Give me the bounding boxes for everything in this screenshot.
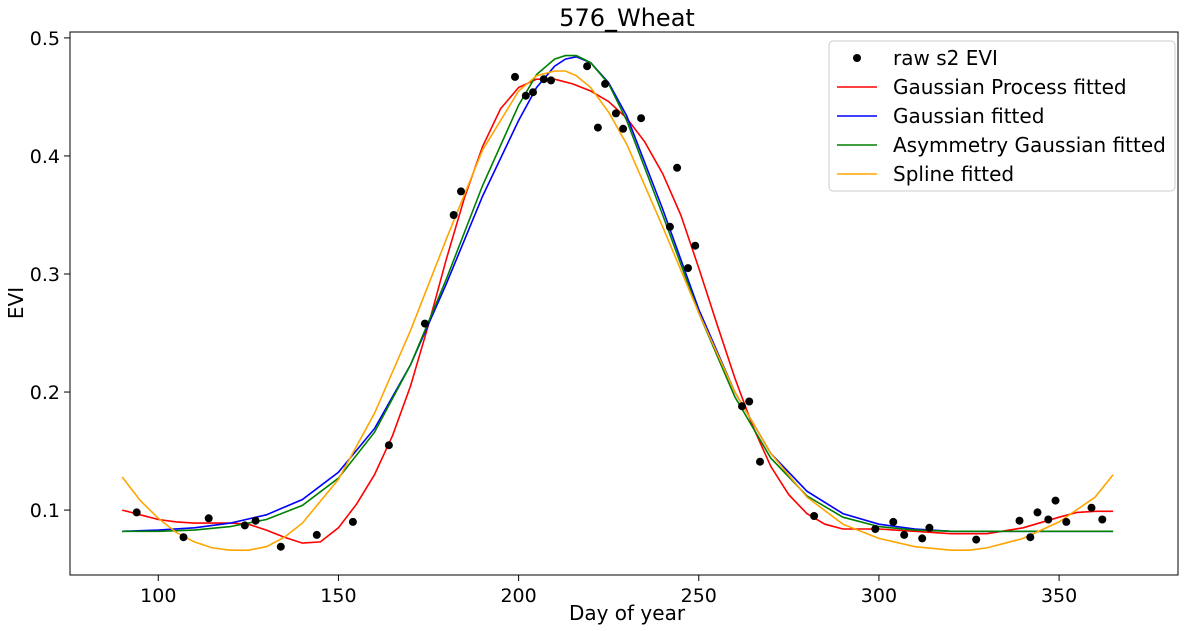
data-point [1015, 516, 1024, 525]
data-point [204, 514, 213, 523]
legend-label: raw s2 EVI [893, 46, 998, 70]
x-tick-label: 150 [320, 585, 356, 607]
data-point [251, 516, 260, 525]
data-point [745, 397, 754, 406]
series-line-spline-fitted [121, 70, 1114, 551]
data-point [889, 517, 898, 526]
data-point [276, 542, 285, 551]
data-point [619, 124, 628, 133]
data-point [457, 187, 465, 196]
y-axis-label: EVI [4, 287, 28, 319]
data-point [1033, 508, 1042, 517]
legend-marker [853, 54, 861, 62]
legend-label: Asymmetry Gaussian fitted [893, 133, 1166, 157]
data-point [738, 402, 746, 411]
data-point [1044, 515, 1053, 524]
y-tick-label: 0.4 [30, 146, 60, 168]
data-point [637, 114, 646, 123]
chart-title: 576_Wheat [559, 4, 695, 32]
y-tick-label: 0.5 [30, 28, 60, 50]
legend-label: Gaussian Process fitted [893, 75, 1127, 99]
data-point [1051, 496, 1060, 505]
data-point [179, 533, 188, 542]
data-point [348, 517, 357, 526]
data-point [420, 319, 429, 328]
data-point [529, 88, 537, 97]
data-point [1087, 503, 1096, 512]
plot-area-frame [69, 31, 1179, 576]
data-point [449, 211, 458, 219]
data-point [547, 76, 555, 85]
data-point [673, 163, 682, 172]
data-point [684, 264, 692, 273]
x-tick-label: 300 [861, 585, 897, 607]
legend-label: Gaussian fitted [893, 104, 1044, 128]
legend: raw s2 EVI Gaussian Process fitted Gaussia… [828, 40, 1176, 192]
legend-box [828, 40, 1176, 192]
data-point [756, 457, 764, 466]
x-tick-label: 100 [140, 585, 176, 607]
data-point [521, 91, 530, 100]
data-point [871, 525, 880, 533]
data-point [240, 521, 249, 530]
data-point [539, 75, 548, 84]
x-tick-label: 250 [681, 585, 717, 607]
data-point [312, 530, 321, 539]
x-axis-label: Day of year [569, 601, 686, 625]
series-line-asymmetry-gaussian-fitted [122, 54, 1114, 533]
y-tick-label: 0.1 [30, 500, 60, 522]
y-tick-label: 0.3 [30, 264, 60, 286]
data-point [900, 530, 909, 539]
data-point [691, 241, 700, 250]
data-point [593, 123, 602, 132]
data-point [384, 441, 393, 450]
data-point [972, 535, 981, 544]
data-point [583, 62, 592, 71]
data-point [132, 508, 141, 517]
data-point [925, 523, 934, 532]
data-point [511, 72, 519, 81]
data-point [601, 79, 610, 88]
data-point [665, 222, 674, 231]
y-tick-label: 0.2 [30, 382, 60, 404]
data-point [810, 512, 819, 520]
data-point [611, 109, 620, 118]
data-point [1026, 533, 1035, 542]
legend-label: Spline fitted [893, 162, 1014, 186]
x-tick-label: 350 [1041, 585, 1077, 607]
x-tick-label: 200 [500, 585, 536, 607]
data-point [1098, 515, 1107, 524]
data-point [918, 534, 927, 543]
data-point [1062, 517, 1071, 526]
